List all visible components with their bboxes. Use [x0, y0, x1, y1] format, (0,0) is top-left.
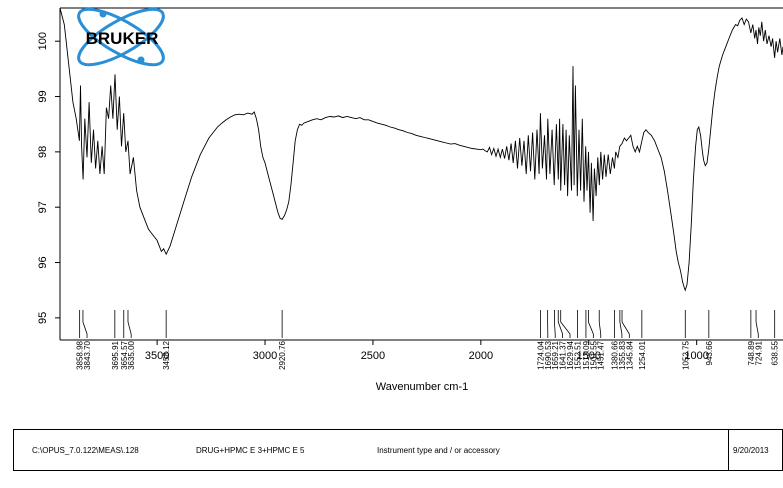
x-tick-label: 1000 [684, 350, 708, 362]
peak-leader [82, 310, 88, 338]
peak-label: 1724.04 [536, 340, 545, 369]
logo-dot-1 [99, 10, 107, 18]
peak-leader [755, 310, 759, 338]
y-tick-label: 99 [37, 90, 49, 102]
y-tick-label: 98 [37, 146, 49, 158]
peak-leader [127, 310, 132, 338]
peak-label: 3635.00 [127, 340, 136, 369]
y-tick-label: 97 [37, 201, 49, 213]
measurement-date: 9/20/2013 [733, 445, 769, 455]
peak-label: 3843.70 [83, 340, 92, 369]
ir-spectrum-chart: 95 96 97 98 99 100 3500 3000 2500 2000 1500 1000 3… [37, 7, 783, 393]
peak-label: 724.91 [754, 340, 763, 365]
logo-orbit-2 [77, 7, 165, 67]
peak-label: 3858.98 [76, 340, 85, 369]
peak-label: 1501.55 [589, 340, 598, 369]
peak-label: 748.89 [747, 340, 756, 365]
y-tick-label: 95 [37, 312, 49, 324]
peak-label: 1513.09 [582, 340, 591, 369]
x-tick-label: 2000 [469, 350, 493, 362]
peak-label: 1052.75 [681, 340, 690, 369]
peak-label: 1355.83 [618, 340, 627, 369]
peak-label: 1254.01 [638, 340, 647, 369]
logo-orbit-1 [77, 7, 165, 67]
x-tick-label: 2500 [361, 350, 385, 362]
peak-label: 1659.21 [551, 340, 560, 369]
x-tick-label: 3000 [253, 350, 277, 362]
peak-label: 3654.57 [120, 340, 129, 369]
peak-leader [619, 310, 623, 338]
y-tick-label: 96 [37, 256, 49, 268]
peak-leader [557, 310, 564, 338]
peak-label: 1552.51 [573, 340, 582, 369]
peak-leader [554, 310, 556, 338]
x-tick-label: 3500 [145, 350, 169, 362]
report-footer: C:\OPUS_7.0.122\MEAS\.128 DRUG+HPMC E 3+… [13, 429, 783, 471]
sample-name: DRUG+HPMC E 3+HPMC E 5 [196, 445, 305, 455]
y-tick-label: 100 [37, 32, 49, 50]
peak-label: 1690.53 [544, 340, 553, 369]
peak-label: 1629.94 [566, 340, 575, 369]
peak-label: 1451.47 [597, 340, 606, 369]
footer-divider [728, 430, 729, 470]
file-path: C:\OPUS_7.0.122\MEAS\.128 [32, 445, 139, 455]
plot-axes [59, 7, 783, 341]
peak-label: 943.66 [705, 340, 714, 365]
peak-leader [560, 310, 571, 338]
x-axis-label: Wavenumber cm-1 [376, 381, 469, 393]
peak-label: 1641.37 [559, 340, 568, 369]
logo-wordmark: BRUKER [86, 29, 159, 48]
x-tick-label: 1500 [577, 350, 601, 362]
peak-leader [598, 310, 602, 338]
y-axis-ticks: 95 96 97 98 99 100 [37, 32, 60, 324]
instrument-info: Instrument type and / or accessory [377, 445, 500, 455]
peak-label: 1380.66 [611, 340, 620, 369]
peak-label: 2920.76 [278, 340, 287, 369]
peak-label: 3458.12 [162, 340, 171, 369]
peak-leader [588, 310, 594, 338]
peak-label: 638.55 [771, 340, 780, 365]
logo-dot-2 [137, 56, 145, 64]
spectrum-line [59, 7, 783, 292]
peak-leader [621, 310, 630, 338]
bruker-logo: BRUKER [77, 7, 165, 67]
x-axis-ticks: 3500 3000 2500 2000 1500 1000 [145, 340, 709, 362]
peak-label: 3695.91 [111, 340, 120, 369]
peak-label: 1345.84 [625, 340, 634, 369]
